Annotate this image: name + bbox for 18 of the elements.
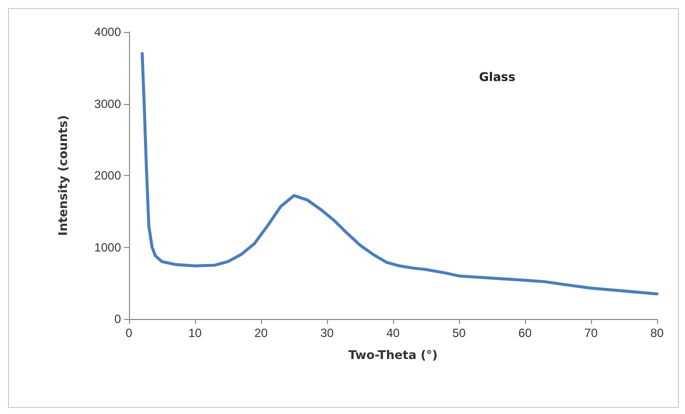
y-axis-title: Intensity (counts) xyxy=(56,115,70,236)
x-tick-label: 0 xyxy=(126,326,133,340)
y-tick-label: 2000 xyxy=(94,168,122,182)
x-tick-label: 70 xyxy=(584,326,598,340)
y-tick-label: 4000 xyxy=(94,25,122,39)
y-tick-label: 1000 xyxy=(94,240,122,254)
x-tick-label: 30 xyxy=(320,326,334,340)
x-tick-label: 40 xyxy=(386,326,400,340)
x-axis-title: Two-Theta (°) xyxy=(348,348,438,362)
x-tick-label: 50 xyxy=(452,326,466,340)
x-tick-label: 80 xyxy=(650,326,664,340)
x-tick-label: 10 xyxy=(188,326,202,340)
x-tick-label: 60 xyxy=(518,326,532,340)
annotation: Glass xyxy=(479,70,516,84)
y-tick-label: 0 xyxy=(114,312,122,326)
y-tick-label: 3000 xyxy=(94,96,122,111)
x-tick-label: 20 xyxy=(254,326,268,340)
line-series xyxy=(140,52,658,296)
